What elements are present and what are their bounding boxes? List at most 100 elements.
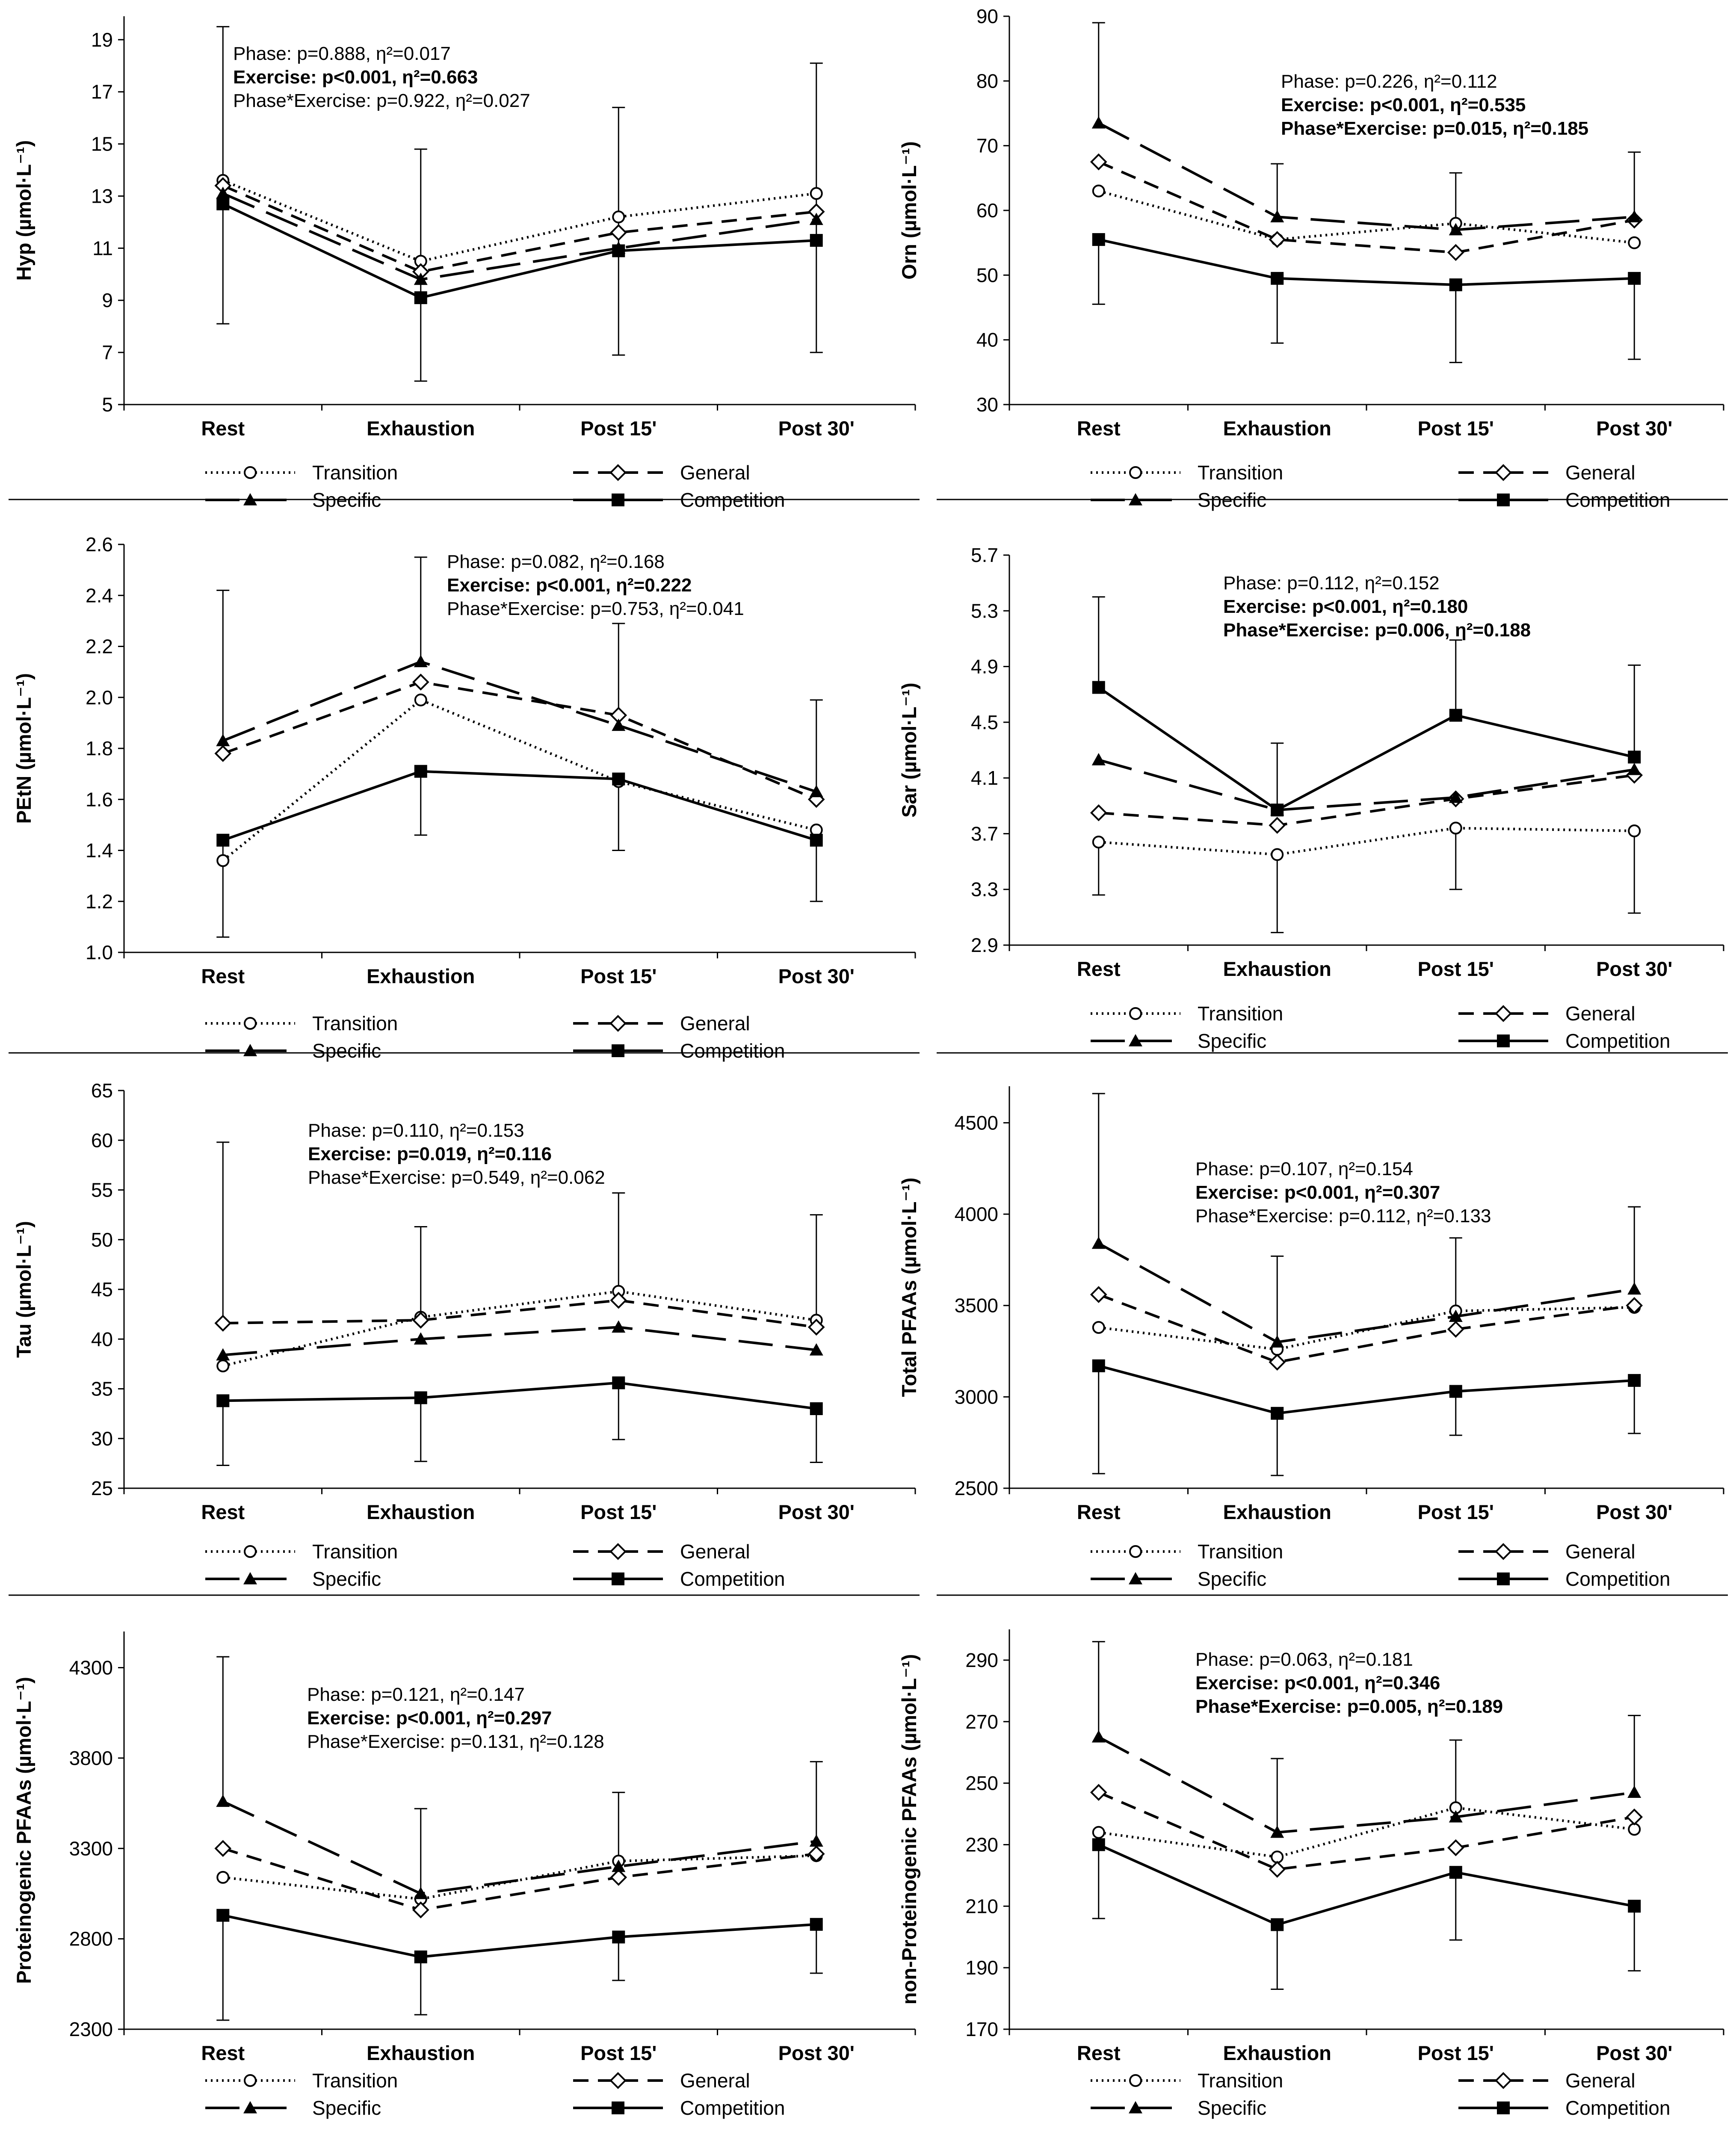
legend-label: Transition bbox=[312, 461, 398, 484]
data-point bbox=[214, 1840, 232, 1857]
series-specific bbox=[216, 655, 823, 798]
y-tick-label: 2.2 bbox=[86, 635, 113, 658]
x-tick-label: Exhaustion bbox=[367, 2042, 475, 2064]
data-point bbox=[216, 197, 230, 210]
series-line bbox=[222, 203, 816, 299]
series-line bbox=[1098, 827, 1635, 856]
x-tick-label: Exhaustion bbox=[367, 1501, 475, 1523]
series-line bbox=[222, 770, 817, 842]
y-tick-label: 210 bbox=[965, 1895, 998, 1917]
series-line bbox=[222, 1800, 817, 1895]
legend-label: General bbox=[680, 1540, 750, 1563]
series-transition bbox=[216, 1285, 823, 1373]
data-point bbox=[1092, 1321, 1105, 1334]
legend-swatch-marker bbox=[1129, 1007, 1142, 1020]
data-point bbox=[810, 187, 823, 200]
y-axis-label: Tau (µmol·L⁻¹) bbox=[12, 1221, 35, 1358]
series-line bbox=[222, 184, 817, 273]
series-line bbox=[1098, 758, 1635, 812]
y-tick-label: 2300 bbox=[69, 2018, 113, 2040]
data-point bbox=[1628, 1374, 1641, 1387]
stats-line: Phase: p=0.110, η²=0.153 bbox=[308, 1120, 524, 1141]
y-tick-label: 4.9 bbox=[971, 656, 998, 678]
legend-label: Transition bbox=[1198, 1002, 1283, 1025]
y-tick-label: 1.4 bbox=[86, 839, 113, 862]
legend-swatch-marker bbox=[1495, 2072, 1512, 2089]
x-tick-label: Exhaustion bbox=[367, 417, 475, 440]
legend-swatch-marker bbox=[1497, 1572, 1510, 1585]
y-tick-label: 1.8 bbox=[86, 737, 113, 760]
series-specific bbox=[216, 1320, 823, 1361]
series-line bbox=[222, 1290, 817, 1367]
stats-line: Exercise: p<0.001, η²=0.307 bbox=[1195, 1182, 1440, 1203]
data-point bbox=[612, 772, 625, 786]
stats-line: Phase: p=0.082, η²=0.168 bbox=[447, 551, 665, 572]
legend-swatch-marker bbox=[1129, 1034, 1142, 1046]
data-point bbox=[1449, 1385, 1462, 1398]
y-tick-label: 35 bbox=[91, 1378, 113, 1400]
legend-swatch-marker bbox=[612, 1044, 624, 1057]
y-tick-label: 50 bbox=[976, 264, 998, 286]
panel-1: 5 7 9 11 13 15 17 19 Hyp (µmol·L⁻¹) Rest Exhaustio… bbox=[12, 16, 916, 511]
data-point bbox=[214, 1315, 232, 1332]
legend-label: Competition bbox=[1565, 2097, 1670, 2119]
legend-label: Transition bbox=[1198, 461, 1283, 484]
y-axis-label: Sar (µmol·L⁻¹) bbox=[898, 683, 920, 818]
series-specific bbox=[216, 186, 823, 285]
data-point bbox=[1092, 1359, 1105, 1372]
y-tick-label: 2.0 bbox=[86, 686, 113, 709]
stats-line: Phase: p=0.226, η²=0.112 bbox=[1281, 71, 1497, 92]
series-transition bbox=[1092, 822, 1641, 861]
legend-swatch-marker bbox=[1129, 466, 1142, 479]
series-competition bbox=[1092, 233, 1641, 292]
data-point bbox=[809, 1834, 823, 1847]
legend-label: General bbox=[680, 1012, 750, 1034]
data-point bbox=[810, 234, 823, 247]
data-point bbox=[1449, 822, 1462, 835]
data-point bbox=[612, 244, 625, 257]
y-axis-label: Total PFAAs (µmol·L⁻¹) bbox=[898, 1177, 920, 1397]
legend-label: General bbox=[1565, 1002, 1635, 1025]
series-specific bbox=[1091, 1236, 1641, 1348]
stats-line: Exercise: p<0.001, η²=0.180 bbox=[1223, 596, 1468, 617]
data-point bbox=[216, 1360, 230, 1373]
y-tick-label: 30 bbox=[976, 393, 998, 416]
data-point bbox=[1270, 210, 1284, 222]
series-line bbox=[223, 1326, 817, 1357]
data-point bbox=[1271, 1918, 1284, 1931]
series-general bbox=[1090, 153, 1643, 261]
series-competition bbox=[216, 197, 823, 304]
data-point bbox=[1449, 709, 1462, 722]
y-tick-label: 290 bbox=[965, 1649, 998, 1671]
legend-label: Competition bbox=[1565, 1568, 1670, 1590]
legend-swatch-marker bbox=[1497, 2101, 1510, 2114]
data-point bbox=[414, 272, 428, 285]
legend-swatch-marker bbox=[1495, 1543, 1512, 1560]
x-tick-label: Exhaustion bbox=[1223, 1501, 1331, 1523]
data-point bbox=[1270, 1825, 1284, 1838]
legend-label: General bbox=[1565, 461, 1635, 484]
stats-line: Phase: p=0.888, η²=0.017 bbox=[233, 43, 451, 64]
legend-swatch-marker bbox=[1495, 464, 1512, 481]
data-point bbox=[1449, 790, 1463, 803]
data-point bbox=[414, 655, 428, 668]
y-tick-label: 4000 bbox=[955, 1203, 998, 1225]
legend-label: Specific bbox=[312, 1568, 381, 1590]
y-tick-label: 60 bbox=[976, 199, 998, 222]
y-tick-label: 40 bbox=[91, 1328, 113, 1350]
y-tick-label: 2800 bbox=[69, 1928, 113, 1950]
data-point bbox=[1628, 1900, 1641, 1913]
y-tick-label: 65 bbox=[91, 1079, 113, 1102]
series-general bbox=[214, 177, 825, 281]
data-point bbox=[412, 1312, 429, 1329]
x-tick-label: Rest bbox=[1077, 417, 1121, 440]
legend-label: Specific bbox=[1198, 1568, 1266, 1590]
data-point bbox=[1628, 824, 1641, 837]
data-point bbox=[1092, 1826, 1105, 1839]
legend-swatch-marker bbox=[1497, 1034, 1510, 1047]
series-line bbox=[1098, 1364, 1635, 1415]
y-tick-label: 1.2 bbox=[86, 890, 113, 913]
stats-line: Phase*Exercise: p=0.005, η²=0.189 bbox=[1195, 1696, 1503, 1717]
